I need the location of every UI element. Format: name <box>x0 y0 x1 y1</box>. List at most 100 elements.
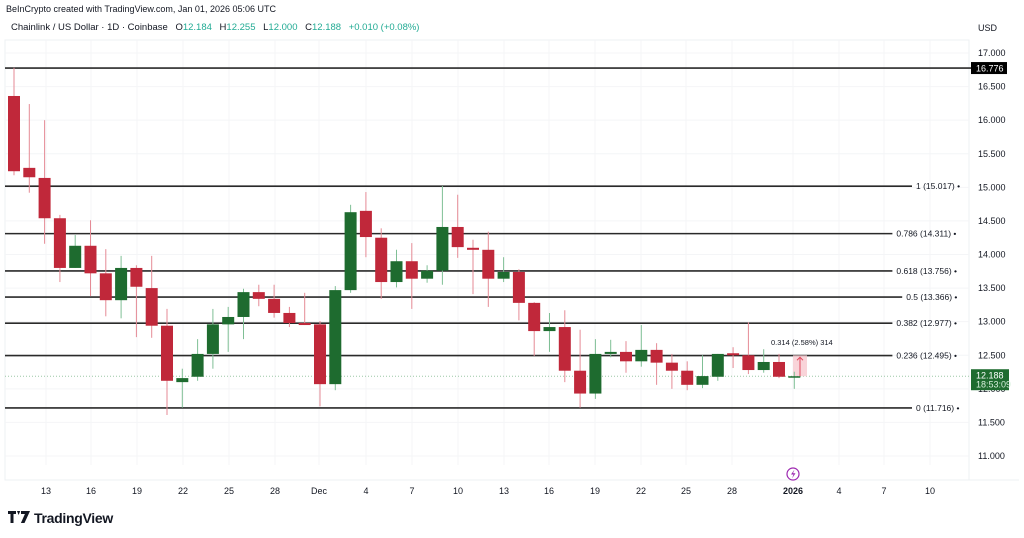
price-tick: 12.500 <box>978 350 1006 360</box>
candles <box>8 67 801 416</box>
svg-text:16.776: 16.776 <box>976 64 1004 74</box>
candle[interactable] <box>620 351 632 362</box>
candle[interactable] <box>237 292 250 317</box>
candle[interactable] <box>467 247 479 250</box>
candle[interactable] <box>681 370 694 385</box>
candle[interactable] <box>742 355 755 371</box>
candle[interactable] <box>130 267 143 287</box>
candle[interactable] <box>512 271 525 303</box>
candle[interactable] <box>314 324 326 385</box>
time-tick: 19 <box>590 486 600 496</box>
time-tick: 10 <box>453 486 463 496</box>
candle[interactable] <box>191 353 204 377</box>
price-tick: 11.000 <box>978 451 1005 461</box>
candle[interactable] <box>788 376 801 378</box>
candle[interactable] <box>604 351 617 354</box>
candle[interactable] <box>252 292 265 299</box>
time-tick: 7 <box>409 486 414 496</box>
candle[interactable] <box>176 378 189 383</box>
price-tick: 16.000 <box>978 115 1006 125</box>
svg-text:12.188: 12.188 <box>976 371 1004 381</box>
candle[interactable] <box>206 324 219 354</box>
time-tick: 16 <box>86 486 96 496</box>
candle[interactable] <box>482 249 495 279</box>
candle[interactable] <box>23 167 36 178</box>
candle[interactable] <box>222 316 235 325</box>
candle[interactable] <box>558 327 571 371</box>
time-tick: 4 <box>363 486 368 496</box>
price-tick: 16.500 <box>978 82 1006 92</box>
candle[interactable] <box>727 353 740 356</box>
symbol-legend: Chainlink / US Dollar · 1D · Coinbase O1… <box>11 22 420 33</box>
price-tick: 13.000 <box>978 317 1006 327</box>
time-tick: 16 <box>544 486 554 496</box>
candle[interactable] <box>8 95 20 172</box>
time-tick: 22 <box>178 486 188 496</box>
open-value: 12.184 <box>182 22 212 33</box>
candle[interactable] <box>298 323 311 326</box>
currency-label[interactable]: USD <box>978 23 998 33</box>
credit-text: BeInCrypto created with TradingView.com,… <box>6 4 276 14</box>
candle[interactable] <box>145 288 158 326</box>
candle[interactable] <box>757 361 770 371</box>
tradingview-logo-icon <box>8 510 30 526</box>
fib-level-label: 0.618 (13.756) • <box>896 266 957 276</box>
close-value: 12.188 <box>312 22 342 33</box>
time-tick: 28 <box>270 486 280 496</box>
time-tick: 25 <box>224 486 234 496</box>
candle[interactable] <box>84 245 97 274</box>
candle[interactable] <box>635 349 648 362</box>
change-value: +0.010 (+0.08%) <box>348 22 420 33</box>
candle[interactable] <box>574 370 587 394</box>
candle[interactable] <box>329 290 342 385</box>
fib-level-label: 0.786 (14.311) • <box>896 229 956 239</box>
high-marker-badge <box>971 62 1007 75</box>
candle[interactable] <box>344 212 357 291</box>
price-tick: 14.500 <box>978 216 1006 226</box>
candle[interactable] <box>161 325 173 381</box>
candle[interactable] <box>451 226 464 248</box>
candle[interactable] <box>53 218 66 268</box>
candle[interactable] <box>421 270 434 279</box>
current-price-badge <box>971 369 1009 391</box>
price-tick: 15.000 <box>978 182 1006 192</box>
time-tick: 10 <box>925 486 935 496</box>
candle[interactable] <box>528 302 541 332</box>
candle[interactable] <box>99 273 112 301</box>
time-tick: 28 <box>727 486 737 496</box>
fib-level-label: 1 (15.017) • <box>916 181 960 191</box>
candle[interactable] <box>665 362 678 371</box>
price-tick: 14.000 <box>978 250 1006 260</box>
price-tick: 17.000 <box>978 48 1006 58</box>
lightning-event-icon[interactable] <box>786 467 800 481</box>
candle[interactable] <box>283 312 296 324</box>
candle[interactable] <box>405 261 418 279</box>
fib-level-label: 0.5 (13.366) • <box>906 292 957 302</box>
candle[interactable] <box>375 237 388 283</box>
price-tick: 13.500 <box>978 283 1006 293</box>
fib-level-label: 0 (11.716) • <box>916 403 959 413</box>
candle[interactable] <box>650 349 663 363</box>
candle[interactable] <box>711 353 724 377</box>
candle[interactable] <box>359 210 372 238</box>
candle[interactable] <box>696 376 709 385</box>
candle[interactable] <box>589 353 602 394</box>
candle[interactable] <box>436 226 449 271</box>
candle[interactable] <box>773 361 785 377</box>
symbol-name[interactable]: Chainlink / US Dollar · 1D · Coinbase <box>11 22 168 33</box>
fib-level-label: 0.236 (12.495) • <box>896 351 957 361</box>
low-value: 12.000 <box>268 22 298 33</box>
candle[interactable] <box>268 298 281 313</box>
time-tick: 13 <box>499 486 509 496</box>
candle[interactable] <box>69 245 82 268</box>
candle[interactable] <box>38 177 51 219</box>
candle[interactable] <box>543 327 556 332</box>
price-tick: 11.500 <box>978 417 1005 427</box>
candle[interactable] <box>390 261 403 283</box>
candle[interactable] <box>497 271 510 279</box>
candle[interactable] <box>115 267 128 301</box>
price-tick: 15.500 <box>978 149 1006 159</box>
fib-level-label: 0.382 (12.977) • <box>896 318 957 328</box>
